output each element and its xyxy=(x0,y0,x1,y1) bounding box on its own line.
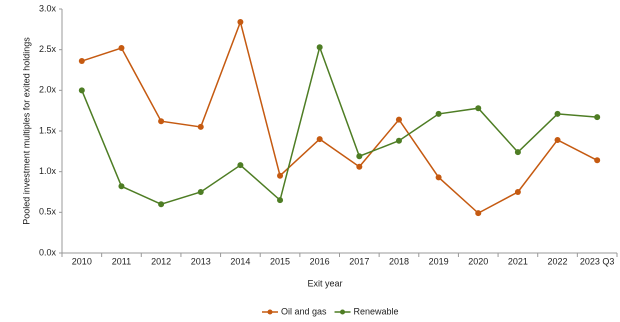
y-axis-title: Pooled investment multiples for exited h… xyxy=(21,37,31,225)
data-point xyxy=(197,189,204,195)
x-tick-label: 2021 xyxy=(508,256,528,266)
series-line xyxy=(81,44,598,206)
y-tick-label: 2.0x xyxy=(39,85,57,95)
legend-swatch-dot xyxy=(267,309,273,315)
x-axis-title: Exit year xyxy=(307,278,342,288)
data-point xyxy=(594,157,601,164)
data-point xyxy=(356,153,363,160)
legend-swatch-dot xyxy=(340,309,346,315)
data-point xyxy=(395,137,402,144)
data-point xyxy=(118,45,125,52)
data-point xyxy=(594,114,601,121)
y-tick-label: 2.5x xyxy=(39,44,57,54)
data-point xyxy=(158,118,165,125)
x-tick-label: 2019 xyxy=(429,256,449,266)
data-point xyxy=(316,44,323,51)
y-tick-label: 0.0x xyxy=(39,247,57,257)
data-point xyxy=(475,105,482,112)
x-tick-label: 2015 xyxy=(270,256,290,266)
data-point xyxy=(435,110,442,117)
x-tick-label: 2011 xyxy=(112,256,131,266)
data-point xyxy=(514,149,521,156)
data-point xyxy=(554,110,561,117)
y-tick-label: 1.5x xyxy=(39,125,57,135)
data-point xyxy=(356,163,363,170)
data-point xyxy=(197,123,204,130)
x-tick-label: 2013 xyxy=(191,256,211,266)
data-point xyxy=(277,172,284,179)
y-tick-label: 1.0x xyxy=(39,166,57,176)
x-tick-label: 2014 xyxy=(230,256,250,266)
x-tick-label: 2017 xyxy=(349,256,369,266)
data-point xyxy=(514,189,521,195)
data-point xyxy=(395,116,402,123)
x-tick-label: 2022 xyxy=(548,256,568,266)
data-point xyxy=(118,183,125,190)
data-point xyxy=(554,136,561,143)
x-tick-label: 2020 xyxy=(468,256,488,266)
x-tick-label: 2010 xyxy=(72,256,92,266)
data-point xyxy=(277,197,284,204)
x-tick-label: 2012 xyxy=(151,256,171,266)
x-tick-label: 2018 xyxy=(389,256,409,266)
y-tick-label: 0.5x xyxy=(39,207,57,217)
data-point xyxy=(475,210,482,217)
data-point xyxy=(78,58,85,65)
data-point xyxy=(316,136,323,143)
x-tick-label: 2023 Q3 xyxy=(580,256,615,266)
x-tick-label: 2016 xyxy=(310,256,330,266)
series-line xyxy=(81,19,598,215)
data-point xyxy=(78,87,85,94)
legend-label: Renewable xyxy=(354,306,399,316)
data-point xyxy=(237,162,244,169)
data-point xyxy=(158,201,165,208)
y-tick-label: 3.0x xyxy=(39,3,57,13)
data-point xyxy=(435,174,442,181)
data-point xyxy=(237,19,244,26)
legend-label: Oil and gas xyxy=(281,306,327,316)
